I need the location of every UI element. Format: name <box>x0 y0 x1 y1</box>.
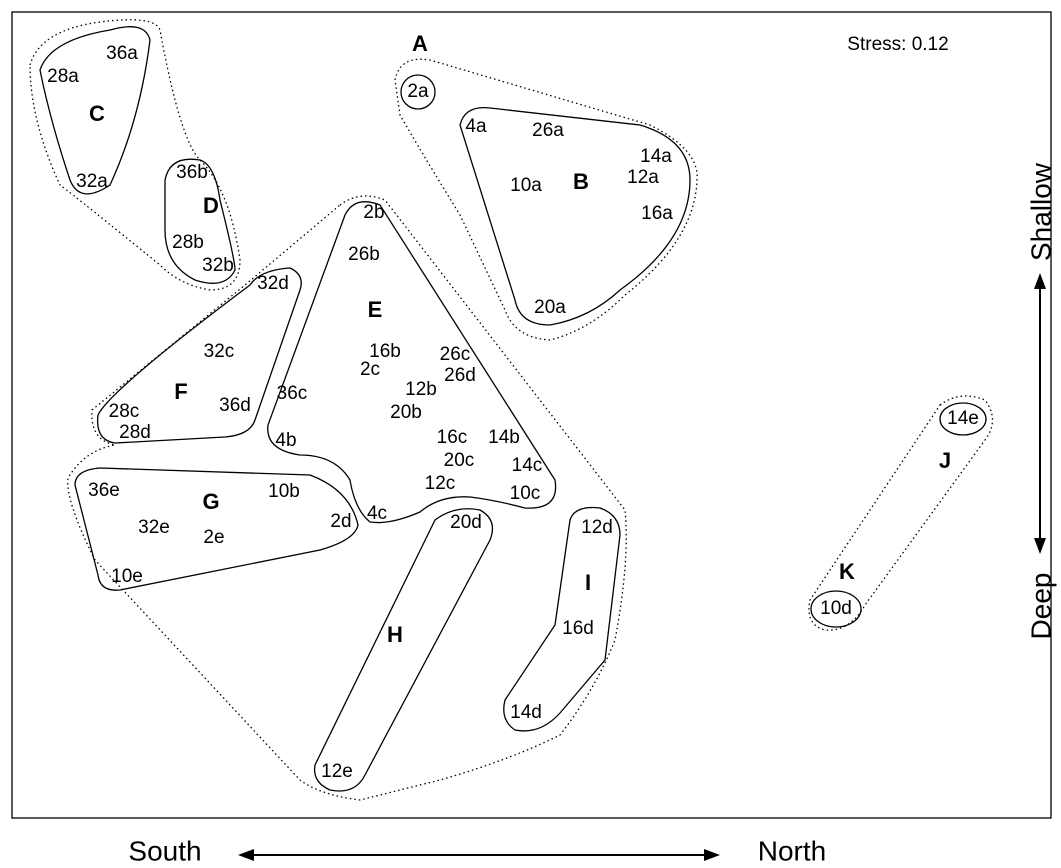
arrow-head <box>238 849 254 861</box>
sample-label: 2e <box>203 527 224 548</box>
outline <box>313 508 494 792</box>
sample-label: 4b <box>275 430 296 451</box>
sample-label: 4c <box>367 503 387 524</box>
sample-label: 14d <box>510 702 542 723</box>
sample-label: 32d <box>257 273 289 294</box>
arrow-head <box>704 849 720 861</box>
group-label: C <box>89 101 105 126</box>
sample-label: 12b <box>405 379 437 400</box>
outline <box>74 467 359 591</box>
sample-label: 16d <box>562 618 594 639</box>
outline <box>394 58 698 341</box>
sample-label: 16a <box>641 203 673 224</box>
sample-label: 16b <box>369 341 401 362</box>
sample-label: 2a <box>407 81 429 102</box>
sample-label: 32c <box>204 341 235 362</box>
outline <box>939 402 987 436</box>
group-label: E <box>368 297 383 322</box>
sample-label: 36d <box>219 395 251 416</box>
sample-label: 2c <box>360 359 380 380</box>
sample-label: 36a <box>106 43 138 64</box>
x-left-label: South <box>128 835 201 866</box>
outline <box>39 26 151 195</box>
sample-label: 4a <box>465 116 487 137</box>
sample-label: 14c <box>512 455 543 476</box>
plot-frame <box>11 11 1052 819</box>
outline <box>459 106 691 326</box>
outline <box>96 267 302 444</box>
sample-label: 26c <box>440 344 471 365</box>
sample-label: 26a <box>532 120 564 141</box>
sample-label: 20a <box>534 297 566 318</box>
sample-label: 10b <box>268 481 300 502</box>
sample-label: 32a <box>76 171 108 192</box>
sample-label: 32e <box>138 517 170 538</box>
arrow-head <box>1034 538 1046 554</box>
outline <box>29 19 241 291</box>
sample-label: 20c <box>444 450 475 471</box>
sample-label: 12d <box>581 517 613 538</box>
outline <box>164 158 236 284</box>
arrow-head <box>1034 273 1046 289</box>
sample-label: 28d <box>119 422 151 443</box>
sample-label: 14a <box>640 146 672 167</box>
x-right-label: North <box>758 835 826 866</box>
group-label: D <box>203 193 219 218</box>
sample-label: 12c <box>425 473 456 494</box>
group-label: A <box>412 31 428 56</box>
sample-label: 28a <box>47 66 79 87</box>
y-bottom-label: Deep <box>1025 573 1056 640</box>
outline <box>67 195 627 801</box>
y-top-label: Shallow <box>1025 162 1056 261</box>
sample-label: 32b <box>202 255 234 276</box>
outline <box>503 506 621 732</box>
sample-label: 28c <box>109 401 140 422</box>
sample-label: 12a <box>627 167 659 188</box>
sample-label: 10a <box>510 175 542 196</box>
outline <box>810 590 862 628</box>
sample-label: 26d <box>444 365 476 386</box>
sample-label: 20d <box>450 512 482 533</box>
sample-label: 36b <box>176 162 208 183</box>
sample-label: 12e <box>321 761 353 782</box>
sample-label: 10c <box>510 483 541 504</box>
group-label: J <box>939 448 951 473</box>
sample-label: 2b <box>363 202 384 223</box>
sample-label: 36c <box>277 383 308 404</box>
sample-label: 10d <box>820 598 852 619</box>
sample-label: 16c <box>437 427 468 448</box>
group-label: B <box>573 169 589 194</box>
sample-label: 26b <box>348 244 380 265</box>
group-label: K <box>839 559 855 584</box>
group-label: H <box>387 622 403 647</box>
sample-label: 20b <box>390 402 422 423</box>
sample-label: 36e <box>88 480 120 501</box>
outline <box>808 395 994 631</box>
sample-label: 10e <box>111 566 143 587</box>
group-label: I <box>585 570 591 595</box>
sample-label: 2d <box>330 511 351 532</box>
group-label: G <box>202 489 219 514</box>
sample-label: 14e <box>947 408 979 429</box>
outline <box>267 201 557 524</box>
group-label: F <box>174 379 187 404</box>
outline <box>400 74 436 110</box>
sample-label: 14b <box>488 427 520 448</box>
stress-label: Stress: 0.12 <box>847 34 948 55</box>
sample-label: 28b <box>172 232 204 253</box>
